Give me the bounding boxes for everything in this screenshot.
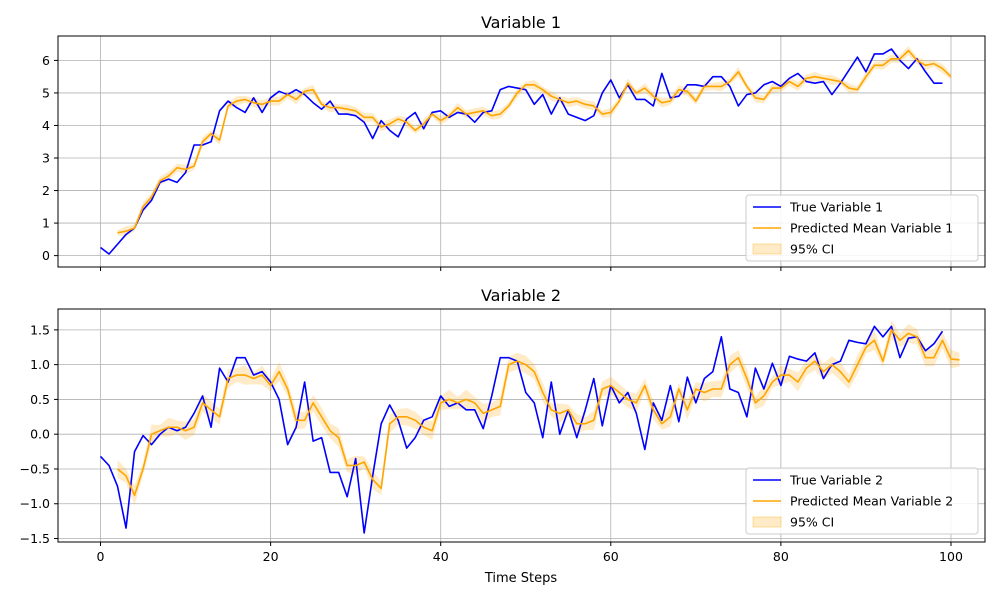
x-axis-label: Time Steps <box>484 571 558 586</box>
legend-label: Predicted Mean Variable 1 <box>790 221 953 236</box>
legend-label: True Variable 1 <box>789 200 883 215</box>
series-line-true <box>99 325 944 534</box>
subplot-title: Variable 2 <box>481 286 561 305</box>
y-tick-label: 1.0 <box>30 357 50 372</box>
legend-entry-predicted: Predicted Mean Variable 1 <box>753 221 953 236</box>
axes-frame <box>57 308 986 543</box>
legend-label: 95% CI <box>790 242 834 257</box>
y-tick-label: −0.5 <box>20 461 50 476</box>
legend-swatch <box>752 243 782 255</box>
legend-label: True Variable 2 <box>789 473 883 488</box>
axes-frame <box>57 35 986 268</box>
y-tick-label: 0.5 <box>30 392 50 407</box>
legend-entry-true: True Variable 2 <box>753 473 883 488</box>
x-tick-label: 60 <box>603 549 619 564</box>
x-tick-label: 40 <box>433 549 449 564</box>
y-tick-label: 0.0 <box>30 427 50 442</box>
legend: True Variable 2 Predicted Mean Variable 2… <box>745 467 979 535</box>
y-tick-label: −1.5 <box>20 531 50 546</box>
legend: True Variable 1 Predicted Mean Variable 1… <box>745 194 979 262</box>
x-tick-label: 0 <box>97 549 105 564</box>
legend-entry-predicted: Predicted Mean Variable 2 <box>753 494 953 509</box>
x-tick-label: 80 <box>773 549 789 564</box>
subplot-variable-2: Variable 2 Time Steps −1.5 −1.0 −0.5 0.0 0.5… <box>20 286 986 586</box>
grid <box>58 36 985 267</box>
subplot-title: Variable 1 <box>481 13 561 32</box>
legend-box <box>745 467 979 535</box>
y-tick-label: 6 <box>42 53 50 68</box>
x-tick-label: 100 <box>939 549 963 564</box>
subplot-variable-1: Variable 1 0 1 2 3 4 5 6 True Variable 1 Predict… <box>42 13 986 271</box>
y-tick-label: 1.5 <box>30 322 50 337</box>
y-tick-label: 4 <box>42 118 50 133</box>
x-tick-label: 20 <box>263 549 279 564</box>
legend-entry-ci: 95% CI <box>752 242 834 257</box>
legend-entry-true: True Variable 1 <box>753 200 883 215</box>
legend-entry-ci: 95% CI <box>752 515 834 530</box>
ci-band <box>117 320 960 505</box>
legend-label: 95% CI <box>790 515 834 530</box>
series-line-predicted <box>117 49 952 234</box>
legend-label: Predicted Mean Variable 2 <box>790 494 953 509</box>
series-line-predicted <box>117 329 960 497</box>
y-tick-label: 1 <box>42 216 50 231</box>
y-tick-label: 0 <box>42 248 50 263</box>
legend-swatch <box>752 516 782 528</box>
y-tick-label: 5 <box>42 85 50 100</box>
y-tick-label: −1.0 <box>20 496 50 511</box>
legend-box <box>745 194 979 262</box>
y-tick-label: 2 <box>42 183 50 198</box>
y-tick-label: 3 <box>42 151 50 166</box>
